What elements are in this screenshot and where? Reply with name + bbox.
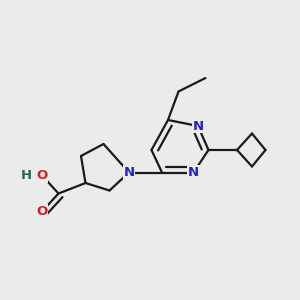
Text: N: N [188, 166, 199, 179]
Text: N: N [192, 119, 204, 133]
Text: O: O [36, 169, 48, 182]
Text: N: N [123, 166, 135, 179]
Text: H: H [21, 169, 32, 182]
Text: O: O [36, 205, 48, 218]
